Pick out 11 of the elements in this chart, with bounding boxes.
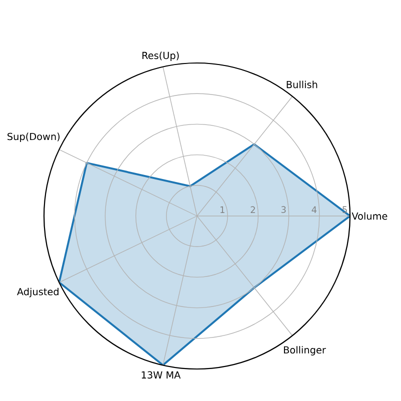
spoke-label: 13W MA: [142, 371, 181, 379]
spoke-label: Adjusted: [16, 288, 58, 298]
spoke-label: Bullish: [286, 80, 318, 88]
spoke-label: Sup(Down): [8, 132, 60, 142]
spoke-label: Volume: [352, 212, 388, 220]
y-tick-label: 2: [250, 206, 255, 213]
y-tick-label: 1: [220, 206, 224, 213]
spoke-label: Bollinger: [284, 346, 326, 356]
y-tick-label: 3: [281, 206, 286, 213]
y-tick-label: 4: [312, 206, 317, 213]
spoke-label: Res(Up): [142, 52, 179, 62]
